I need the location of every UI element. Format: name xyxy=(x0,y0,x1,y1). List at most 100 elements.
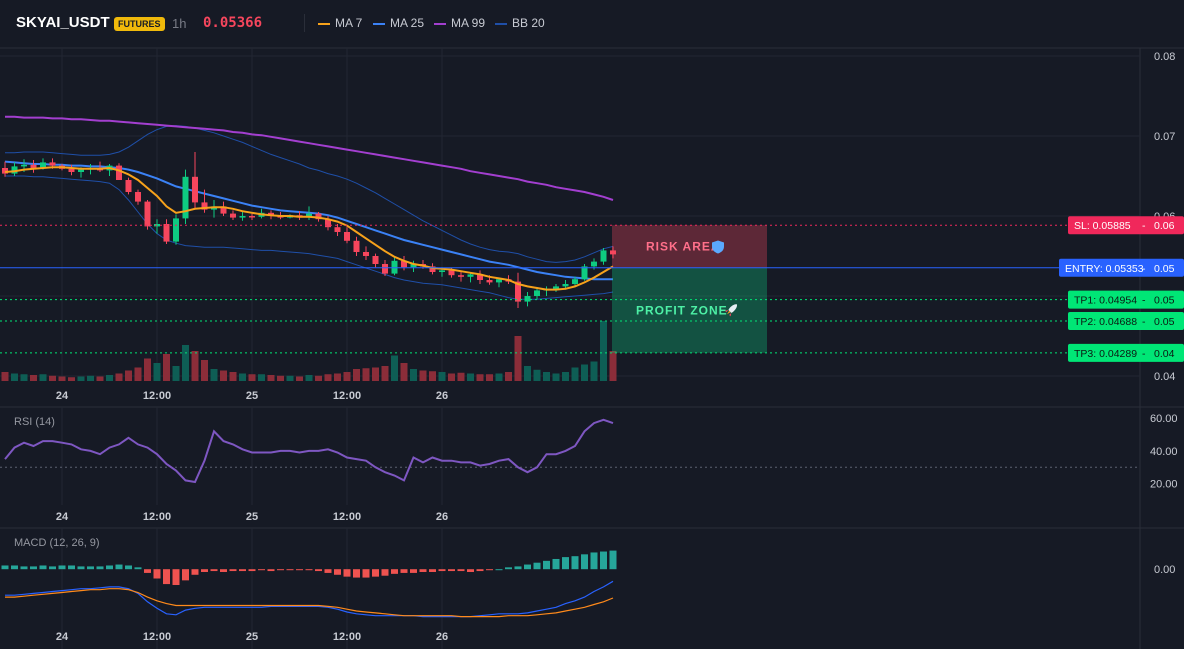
candle-body xyxy=(173,218,179,242)
volume-bar xyxy=(495,373,503,381)
legend-ma7-label: MA 7 xyxy=(335,16,363,30)
volume-bar xyxy=(486,374,493,381)
entry-axis-label: 0.05 xyxy=(1154,263,1175,275)
legend-ma25[interactable]: MA 25 xyxy=(373,16,424,30)
macd-histogram-bar xyxy=(372,569,379,577)
entry-label-box xyxy=(1059,258,1184,277)
macd-histogram-bar xyxy=(505,567,512,570)
macd-histogram-bar xyxy=(144,569,151,573)
candle-body xyxy=(401,260,407,268)
x-tick-label: 26 xyxy=(436,631,448,643)
macd-histogram-bar xyxy=(495,569,503,571)
rsi-tick-label: 60.00 xyxy=(1150,413,1178,425)
macd-histogram-bar xyxy=(39,565,47,570)
volume-bar xyxy=(552,373,560,381)
x-tick-label: 12:00 xyxy=(143,631,171,643)
ma99-swatch xyxy=(434,22,446,25)
candle-body xyxy=(391,260,398,274)
candle-body xyxy=(439,270,445,272)
legend-bb20[interactable]: BB 20 xyxy=(495,16,545,30)
macd-histogram-bar xyxy=(514,566,522,570)
tp3-label-box xyxy=(1068,343,1184,362)
macd-histogram-bar xyxy=(590,552,598,570)
macd-histogram-bar xyxy=(30,566,37,570)
volume-bar xyxy=(210,369,218,381)
candle-body xyxy=(49,162,56,166)
shield-icon xyxy=(712,240,724,254)
macd-histogram-bar xyxy=(315,569,322,572)
candle-body xyxy=(40,162,46,168)
macd-histogram-bar xyxy=(419,569,427,572)
volume-bar xyxy=(286,375,294,381)
x-tick-label: 25 xyxy=(246,511,258,523)
volume-bar xyxy=(305,375,313,381)
ma7-line xyxy=(4,166,614,291)
candle-body xyxy=(125,180,132,192)
candle-body xyxy=(201,202,208,210)
macd-histogram-bar xyxy=(191,569,199,575)
legend-ma25-label: MA 25 xyxy=(390,16,425,30)
volume-bar xyxy=(267,375,275,381)
candle-body xyxy=(363,252,369,256)
volume-bar xyxy=(362,368,370,381)
volume-bar xyxy=(11,373,18,381)
volume-bar xyxy=(1,372,9,381)
macd-histogram-bar xyxy=(305,569,313,571)
tp2-separator: - xyxy=(1142,316,1146,328)
macd-histogram-bar xyxy=(153,569,161,579)
macd-histogram-bar xyxy=(581,554,588,570)
candle-body xyxy=(182,176,189,219)
macd-tick-label: 0.00 xyxy=(1154,564,1175,576)
x-tick-label: 12:00 xyxy=(143,390,171,402)
signal-line xyxy=(5,588,614,618)
volume-bar xyxy=(58,376,66,381)
volume-bar xyxy=(400,363,408,381)
legend-ma99-label: MA 99 xyxy=(451,16,486,30)
x-tick-label: 24 xyxy=(56,390,69,402)
macd-histogram-bar xyxy=(362,569,370,578)
candle-body xyxy=(572,279,578,284)
candle-body xyxy=(78,169,84,172)
rsi-tick-label: 40.00 xyxy=(1150,446,1178,458)
bb20-swatch xyxy=(495,22,507,25)
x-tick-label: 12:00 xyxy=(333,390,361,402)
volume-bar xyxy=(239,373,246,381)
macd-histogram-bar xyxy=(163,569,170,585)
x-tick-label: 24 xyxy=(56,511,69,523)
x-tick-label: 25 xyxy=(246,390,258,402)
candle-body xyxy=(458,275,464,277)
macd-histogram-bar xyxy=(134,567,142,570)
macd-histogram-bar xyxy=(267,569,275,572)
macd-histogram-bar xyxy=(571,556,579,570)
macd-title: MACD (12, 26, 9) xyxy=(14,537,100,549)
tp1-label: TP1: 0.04954 xyxy=(1074,295,1137,307)
rsi-title: RSI (14) xyxy=(14,416,55,428)
candle-body xyxy=(325,219,331,228)
volume-bar xyxy=(172,366,180,381)
candle-body xyxy=(581,266,588,280)
candle-body xyxy=(306,213,312,218)
legend-ma99[interactable]: MA 99 xyxy=(434,16,485,30)
futures-badge: FUTURES xyxy=(114,17,165,31)
volume-bar xyxy=(258,374,265,381)
tp2-label-box xyxy=(1068,311,1184,330)
macd-histogram-bar xyxy=(11,565,18,570)
timeframe-label[interactable]: 1h xyxy=(172,16,187,31)
macd-histogram-bar xyxy=(429,569,436,572)
volume-bar xyxy=(277,375,284,381)
rsi-tick-label: 20.00 xyxy=(1150,479,1178,491)
volume-bar xyxy=(438,372,446,381)
candle-body xyxy=(515,281,521,302)
sl-axis-label: 0.06 xyxy=(1154,220,1175,232)
bb-lower-line xyxy=(5,175,614,300)
candle-body xyxy=(467,274,474,277)
macd-histogram-bar xyxy=(277,569,284,571)
legend-ma7[interactable]: MA 7 xyxy=(318,16,362,30)
candle-body xyxy=(315,213,322,220)
volume-bar xyxy=(201,360,208,381)
symbol-title[interactable]: SKYAI_USDT xyxy=(16,14,110,31)
candle-body xyxy=(553,286,559,289)
volume-bar xyxy=(419,370,427,381)
candle-body xyxy=(21,164,27,167)
